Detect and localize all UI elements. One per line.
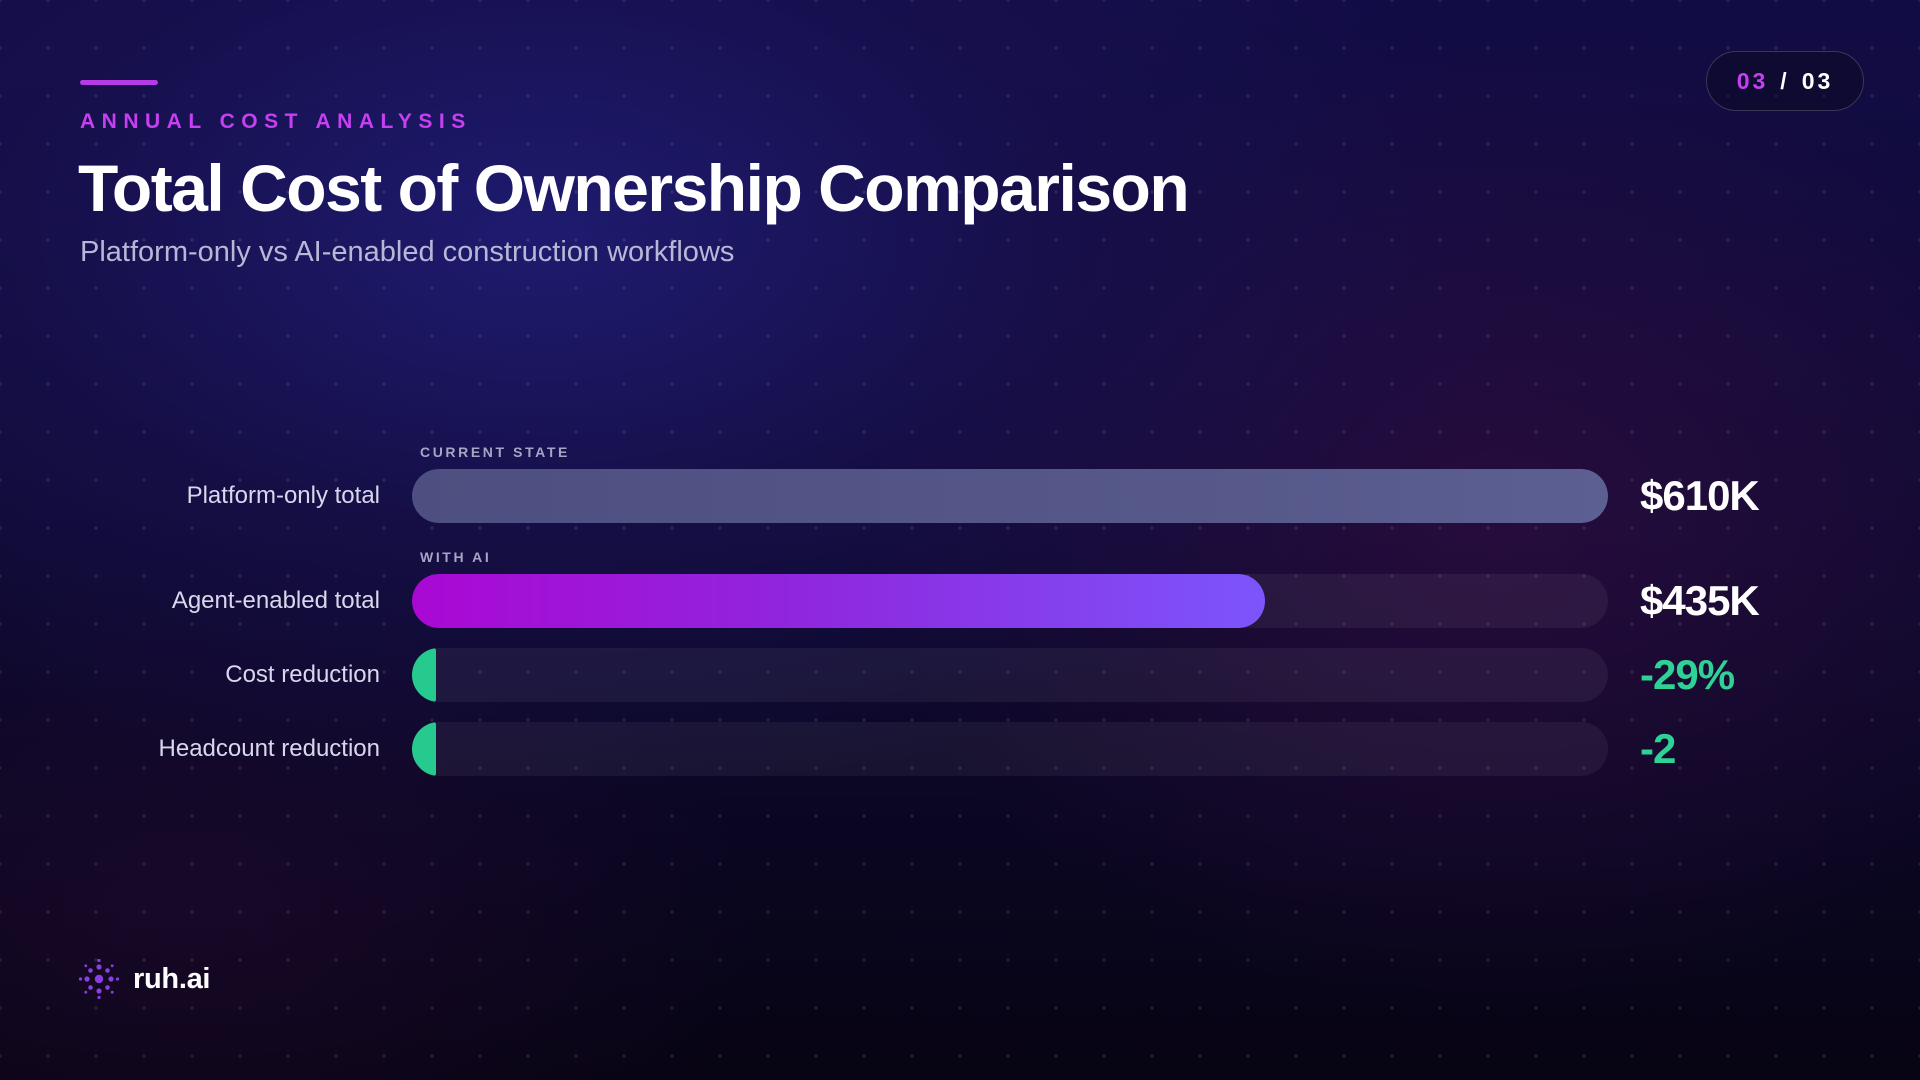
chart-row: Cost reduction -29%	[0, 648, 1920, 702]
category-label: Cost reduction	[225, 661, 380, 688]
bar-track	[412, 574, 1608, 628]
page-total: 03	[1801, 67, 1834, 94]
bar-fill	[412, 648, 436, 702]
bar-fill	[412, 574, 1265, 628]
value-label: -29%	[1640, 651, 1735, 698]
bar-track	[412, 469, 1608, 523]
brand-footer: ruh.ai	[78, 958, 210, 1000]
brand-name: ruh.ai	[133, 962, 211, 995]
ruh-logo-icon	[78, 958, 120, 1000]
page-title: Total Cost of Ownership Comparison	[78, 151, 1190, 225]
value-label: $610K	[1640, 472, 1760, 519]
page-current: 03	[1736, 67, 1769, 94]
bar-fill	[412, 469, 1608, 523]
bar-fill	[412, 722, 436, 776]
category-label: Platform-only total	[186, 482, 380, 509]
chart-row: Platform-only total $610K	[0, 469, 1920, 523]
title-accent-line	[80, 80, 158, 85]
chart-row: Headcount reduction -2	[0, 722, 1920, 776]
value-label: -2	[1640, 725, 1676, 772]
bar-track	[412, 722, 1608, 776]
page-subtitle: Platform-only vs AI-enabled construction…	[80, 236, 735, 268]
category-label: Agent-enabled total	[171, 587, 380, 614]
category-label: Headcount reduction	[158, 735, 380, 762]
chart-row: Agent-enabled total $435K	[0, 574, 1920, 628]
value-label: $435K	[1640, 577, 1760, 624]
bar-track	[412, 648, 1608, 702]
bar-tag: WITH AI	[420, 549, 492, 565]
page-separator: /	[1780, 67, 1790, 94]
page-indicator: 03 / 03	[1706, 51, 1864, 111]
section-eyebrow: ANNUAL COST ANALYSIS	[80, 110, 472, 133]
bar-tag: CURRENT STATE	[420, 444, 570, 460]
